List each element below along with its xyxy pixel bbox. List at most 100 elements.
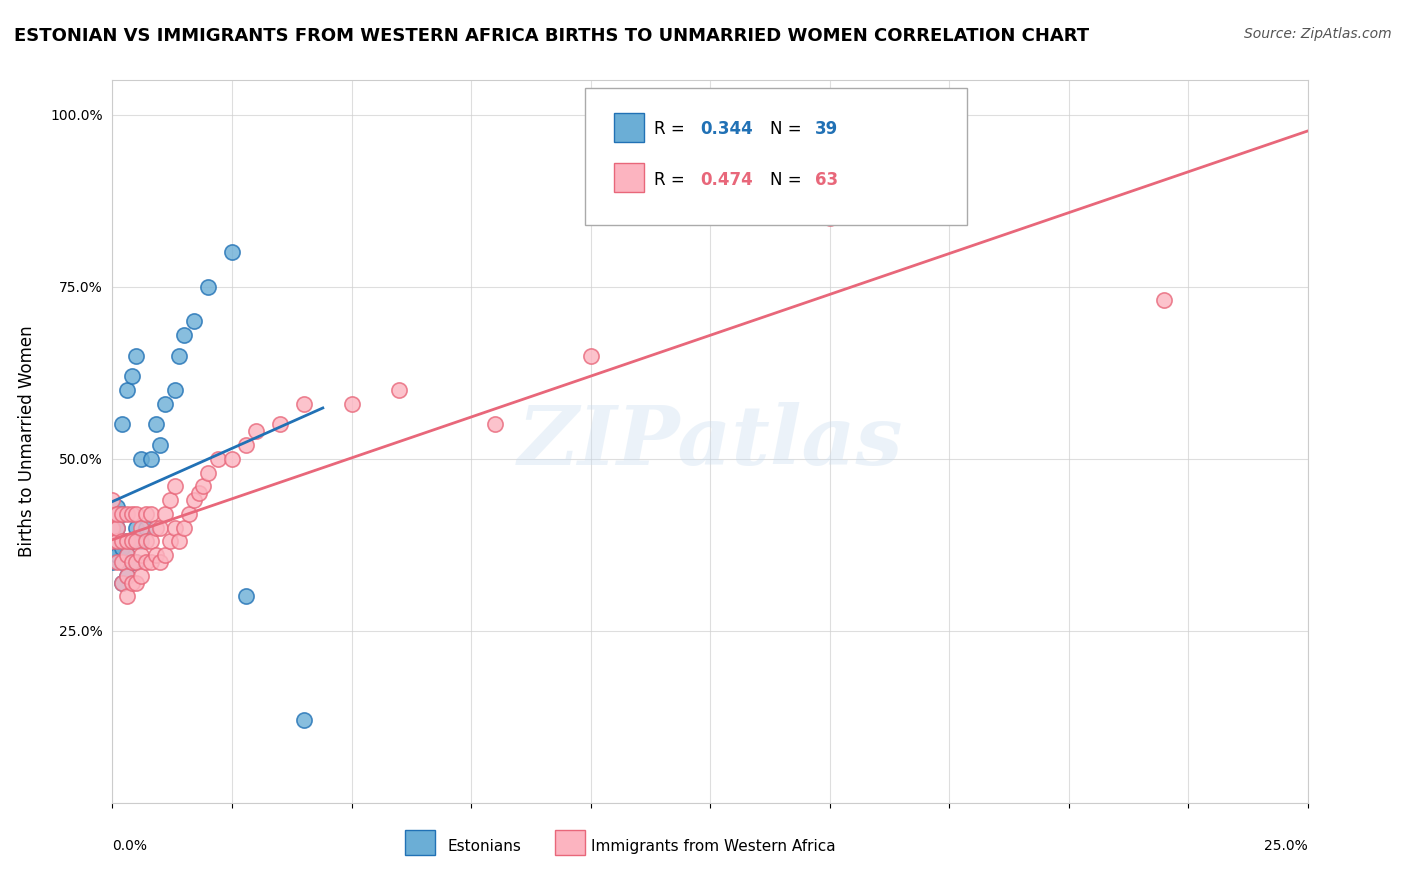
Point (111, 507, 134, 521)
Point (115, 568, 138, 582)
Point (105, 548, 128, 562)
Point (388, 383, 411, 397)
Point (187, 486, 209, 500)
Point (159, 534, 181, 549)
Point (125, 555, 148, 569)
Point (105, 520, 128, 534)
Point (235, 438, 257, 452)
Point (145, 417, 167, 432)
Point (111, 417, 134, 432)
Point (121, 507, 143, 521)
Point (129, 568, 152, 582)
Point (221, 245, 243, 260)
Point (115, 534, 138, 549)
Point (145, 548, 167, 562)
Point (183, 314, 205, 328)
Point (115, 548, 138, 562)
Text: ZIPatlas: ZIPatlas (517, 401, 903, 482)
Point (149, 520, 172, 534)
Point (197, 279, 219, 293)
Bar (614, 112, 644, 142)
Point (115, 383, 138, 397)
Point (101, 493, 124, 508)
Point (121, 555, 143, 569)
Text: 63: 63 (815, 171, 838, 189)
Point (159, 493, 181, 508)
Point (125, 534, 148, 549)
Text: 39: 39 (815, 120, 838, 138)
Point (221, 451, 243, 466)
FancyBboxPatch shape (585, 87, 967, 225)
Point (125, 575, 148, 590)
Point (135, 534, 157, 549)
Text: 25.0%: 25.0% (1264, 839, 1308, 853)
Point (173, 327, 195, 342)
Point (292, 397, 315, 411)
Point (129, 451, 152, 466)
Point (111, 575, 134, 590)
Point (579, 349, 602, 363)
Point (111, 534, 134, 549)
Point (121, 555, 143, 569)
Point (125, 555, 148, 569)
Point (115, 568, 138, 582)
Point (101, 520, 124, 534)
Point (163, 383, 186, 397)
Point (111, 555, 134, 569)
Point (292, 713, 315, 727)
Point (111, 507, 134, 521)
Point (105, 507, 128, 521)
Point (139, 507, 162, 521)
Point (149, 555, 172, 569)
Point (197, 466, 219, 480)
Text: 0.0%: 0.0% (112, 839, 148, 853)
Point (245, 424, 267, 438)
Text: R =: R = (654, 171, 690, 189)
Text: Immigrants from Western Africa: Immigrants from Western Africa (591, 838, 835, 854)
Point (125, 507, 148, 521)
Point (145, 520, 167, 534)
Point (149, 438, 172, 452)
Point (111, 541, 134, 556)
Point (818, 211, 841, 225)
Point (135, 520, 157, 534)
Point (484, 417, 506, 432)
Point (101, 507, 124, 521)
Point (129, 520, 152, 534)
Point (235, 590, 257, 604)
Bar (554, 830, 585, 855)
Point (101, 534, 124, 549)
Point (173, 520, 195, 534)
Point (1153, 293, 1175, 308)
Point (115, 548, 138, 562)
Point (177, 507, 200, 521)
Point (115, 534, 138, 549)
Point (115, 507, 138, 521)
Point (135, 507, 157, 521)
Point (101, 534, 124, 549)
Point (153, 507, 176, 521)
Point (139, 534, 162, 549)
Text: N =: N = (770, 120, 807, 138)
Text: Source: ZipAtlas.com: Source: ZipAtlas.com (1244, 27, 1392, 41)
Point (105, 534, 128, 549)
Text: R =: R = (654, 120, 690, 138)
Point (101, 555, 124, 569)
Text: N =: N = (770, 171, 807, 189)
Point (269, 417, 291, 432)
Point (153, 397, 176, 411)
Point (139, 451, 162, 466)
Point (169, 349, 191, 363)
Text: ESTONIAN VS IMMIGRANTS FROM WESTERN AFRICA BIRTHS TO UNMARRIED WOMEN CORRELATION: ESTONIAN VS IMMIGRANTS FROM WESTERN AFRI… (14, 27, 1090, 45)
Point (111, 575, 134, 590)
Point (139, 555, 162, 569)
Point (183, 493, 205, 508)
Point (121, 534, 143, 549)
Point (111, 555, 134, 569)
Point (129, 548, 152, 562)
Point (121, 534, 143, 549)
Point (115, 590, 138, 604)
Point (125, 349, 148, 363)
Point (193, 479, 215, 493)
Text: 0.344: 0.344 (700, 120, 754, 138)
